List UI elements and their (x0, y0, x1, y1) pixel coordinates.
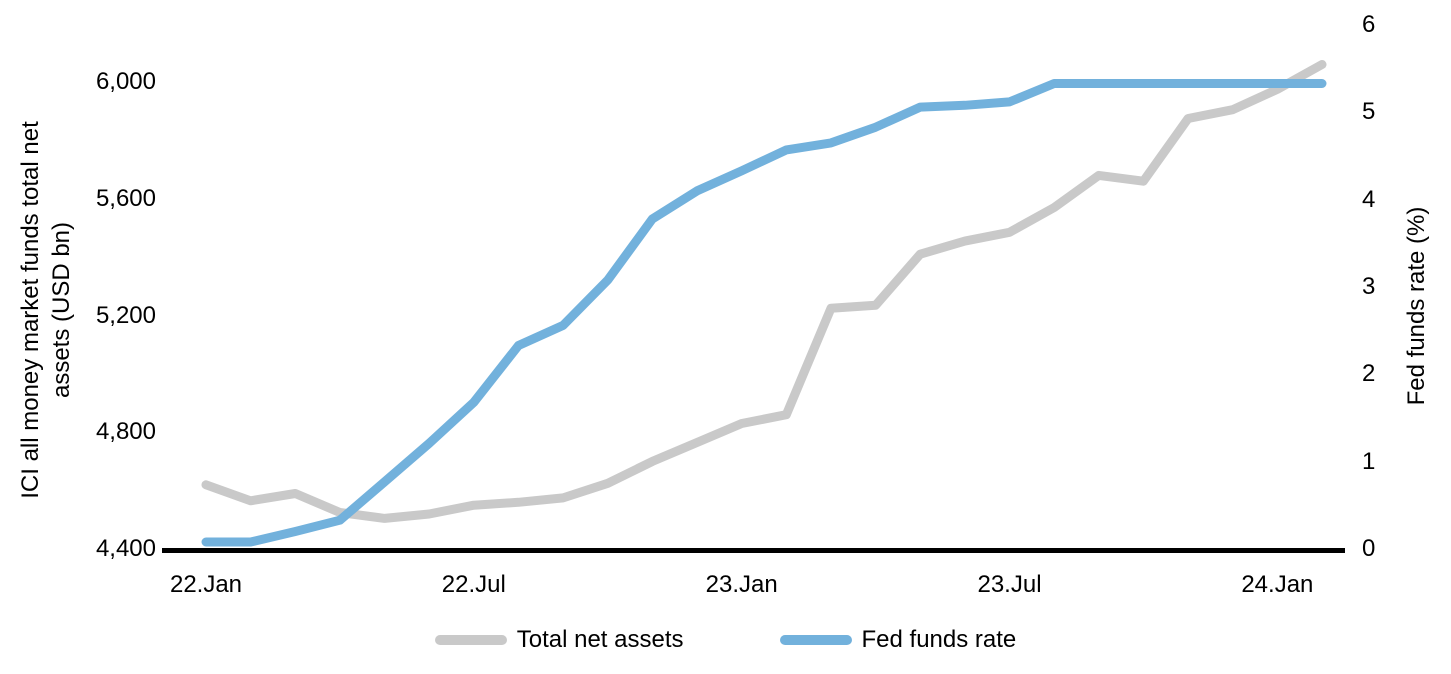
legend-swatch-fed-funds-rate (779, 635, 852, 645)
y-right-tick-label: 5 (1362, 98, 1376, 126)
right-axis-title: Fed funds rate (%) (1403, 206, 1430, 406)
legend-label-total-net-assets: Total net assets (516, 626, 684, 653)
legend-item-total-net-assets: Total net assets (434, 626, 684, 654)
legend-item-fed-funds-rate: Fed funds rate (779, 626, 1017, 654)
y-left-tick-label: 5,600 (95, 184, 156, 212)
series-line-total-net-assets (201, 60, 1327, 523)
y-right-tick-label: 0 (1362, 535, 1376, 562)
legend-swatch-total-net-assets (434, 635, 507, 645)
x-tick-label: 23.Jan (705, 571, 778, 598)
x-tick-label: 23.Jul (977, 571, 1042, 598)
y-right-tick-label: 2 (1362, 360, 1376, 388)
legend-label-fed-funds-rate: Fed funds rate (861, 626, 1017, 653)
x-tick-label: 24.Jan (1241, 571, 1314, 598)
y-left-tick-label: 4,400 (95, 535, 156, 562)
x-tick-label: 22.Jan (169, 571, 243, 598)
y-right-tick-label: 4 (1362, 185, 1376, 213)
y-left-tick-label: 5,200 (95, 301, 156, 329)
y-right-tick-label: 3 (1362, 273, 1376, 300)
x-tick-label: 22.Jul (441, 571, 506, 598)
left-axis-title-line1: ICI all money market funds total net (17, 121, 44, 499)
y-right-tick-label: 6 (1362, 11, 1376, 38)
series-line-fed-funds-rate (201, 79, 1327, 547)
y-right-tick-label: 1 (1362, 447, 1376, 475)
y-left-tick-label: 6,000 (95, 68, 156, 95)
legend: Total net assets Fed funds rate (0, 626, 1451, 654)
y-left-tick-label: 4,800 (95, 418, 156, 446)
